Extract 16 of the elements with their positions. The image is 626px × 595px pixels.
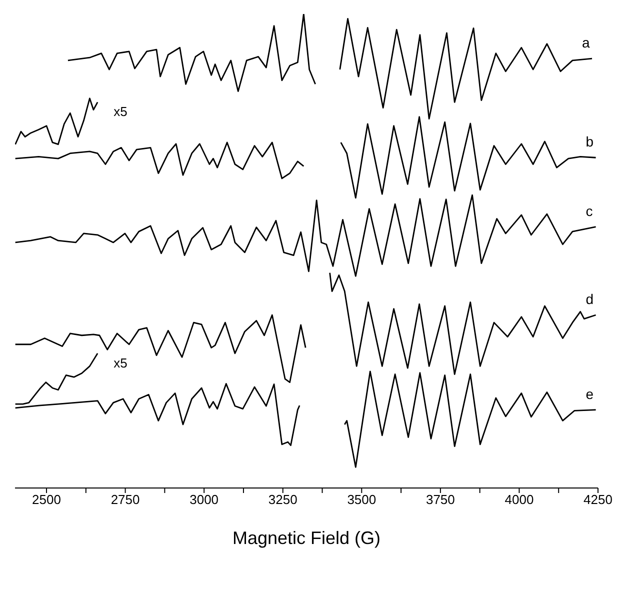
x-tick-label: 3750 [426,492,455,508]
x-tick-label: 3500 [347,492,376,508]
x-axis-title: Magnetic Field (G) [232,528,381,548]
annotation: x5 [114,355,128,370]
x-tick-label: 3250 [268,492,298,508]
x-tick-label: 2750 [110,492,140,508]
x-tick-label: 4000 [504,492,534,508]
series-label: b [586,134,594,150]
series-label: a [582,34,590,51]
x-tick-label: 3000 [190,492,219,508]
x-tick-label: 4250 [584,492,612,508]
series-label: d [586,290,594,307]
annotation: x5 [114,104,128,120]
x-tick-label: 2500 [32,492,61,508]
series-label: c [586,202,593,219]
series-label: e [586,386,594,402]
